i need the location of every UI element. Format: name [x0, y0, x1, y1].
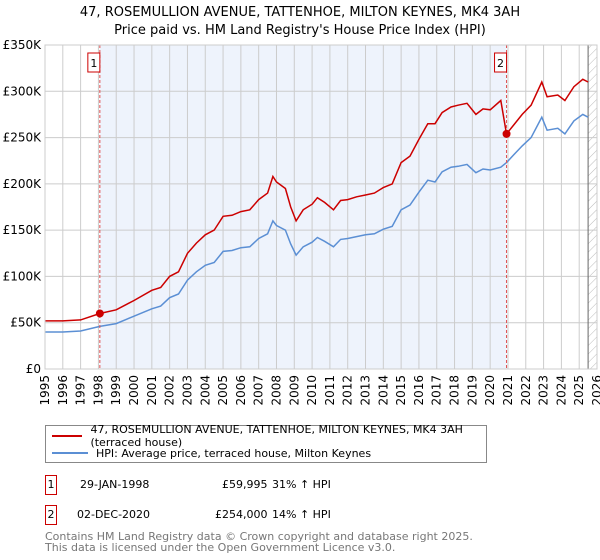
legend: 47, ROSEMULLION AVENUE, TATTENHOE, MILTO… — [45, 423, 487, 463]
transaction-hpi: 14% ↑ HPI — [272, 508, 331, 521]
y-tick-label: £150K — [3, 223, 43, 237]
x-tick-label: 1999 — [109, 375, 123, 406]
transaction-hpi: 31% ↑ HPI — [272, 478, 331, 491]
x-tick-label: 2024 — [554, 375, 568, 406]
x-tick-label: 1997 — [74, 375, 88, 406]
y-tick-label: £300K — [3, 84, 43, 98]
shaded-ownership-region — [99, 45, 507, 369]
footer-line: This data is licensed under the Open Gov… — [45, 541, 396, 554]
x-tick-label: 2020 — [483, 375, 497, 406]
sale-point — [95, 309, 104, 318]
transaction-price: £59,995 — [222, 478, 268, 491]
x-tick-label: 1998 — [91, 375, 105, 406]
legend-swatch-red — [52, 435, 83, 437]
x-tick-label: 2008 — [269, 375, 283, 406]
x-tick-label: 2012 — [341, 375, 355, 406]
x-tick-label: 2018 — [448, 375, 462, 406]
transaction-number: 2 — [45, 505, 57, 525]
price-chart: 1995 1996 1997 1998 1999 2000 2001 2002 2003 2004… — [3, 38, 600, 406]
transaction-price: £254,000 — [215, 508, 268, 521]
y-tick-label: £0 — [26, 362, 41, 376]
x-tick-label: 2013 — [359, 375, 373, 406]
x-tick-label: 2010 — [305, 375, 319, 406]
x-tick-label: 2005 — [216, 375, 230, 406]
chart-subtitle: Price paid vs. HM Land Registry's House … — [114, 23, 486, 38]
x-tick-label: 2022 — [519, 375, 533, 406]
sale-point — [502, 129, 511, 138]
transaction-number: 1 — [45, 475, 57, 495]
y-tick-label: £200K — [3, 177, 43, 191]
x-tick-label: 2011 — [323, 375, 337, 406]
sale-label-box — [494, 52, 508, 73]
legend-item-property: 47, ROSEMULLION AVENUE, TATTENHOE, MILTO… — [46, 423, 486, 449]
x-tick-label: 2025 — [572, 375, 586, 406]
sale-label: 1 — [90, 57, 97, 70]
x-tick-label: 2003 — [180, 375, 194, 406]
y-tick-label: £250K — [3, 131, 43, 145]
plot-border — [44, 44, 598, 370]
x-tick-label: 2009 — [287, 375, 301, 406]
x-tick-label: 1995 — [38, 375, 52, 406]
y-tick-label: £350K — [3, 38, 43, 52]
legend-swatch-blue — [52, 452, 88, 454]
legend-label: 47, ROSEMULLION AVENUE, TATTENHOE, MILTO… — [90, 423, 463, 449]
footer: Contains HM Land Registry data © Crown c… — [45, 531, 473, 553]
x-tick-label: 2021 — [501, 375, 515, 406]
transaction-row: 1 29-JAN-1998 £59,995 31% ↑ HPI — [45, 475, 445, 495]
sale-label-box — [87, 52, 101, 73]
y-tick-label: £50K — [10, 316, 42, 330]
chart-title: 47, ROSEMULLION AVENUE, TATTENHOE, MILTO… — [79, 5, 521, 20]
x-tick-label: 2015 — [394, 375, 408, 406]
x-tick-label: 2026 — [590, 375, 600, 406]
x-tick-label: 2014 — [376, 375, 390, 406]
sale-label: 2 — [497, 57, 504, 70]
transaction-date: 29-JAN-1998 — [80, 478, 150, 491]
footer-line: Contains HM Land Registry data © Crown c… — [45, 530, 473, 543]
legend-item-hpi: HPI: Average price, terraced house, Milt… — [46, 445, 371, 461]
x-tick-label: 2007 — [252, 375, 266, 406]
y-tick-label: £100K — [3, 269, 43, 283]
x-tick-label: 2016 — [412, 375, 426, 406]
x-tick-label: 2006 — [234, 375, 248, 406]
x-tick-label: 2004 — [198, 375, 212, 406]
x-tick-label: 2001 — [145, 375, 159, 406]
x-tick-label: 2023 — [537, 375, 551, 406]
x-tick-label: 2000 — [127, 375, 141, 406]
x-tick-label: 1996 — [56, 375, 70, 406]
x-tick-label: 2017 — [430, 375, 444, 406]
legend-label: HPI: Average price, terraced house, Milt… — [96, 446, 372, 460]
forecast-hatch-region — [588, 45, 597, 369]
x-tick-label: 2002 — [163, 375, 177, 406]
x-tick-label: 2019 — [465, 375, 479, 406]
transaction-row: 2 02-DEC-2020 £254,000 14% ↑ HPI — [45, 505, 445, 525]
transaction-date: 02-DEC-2020 — [77, 508, 151, 521]
